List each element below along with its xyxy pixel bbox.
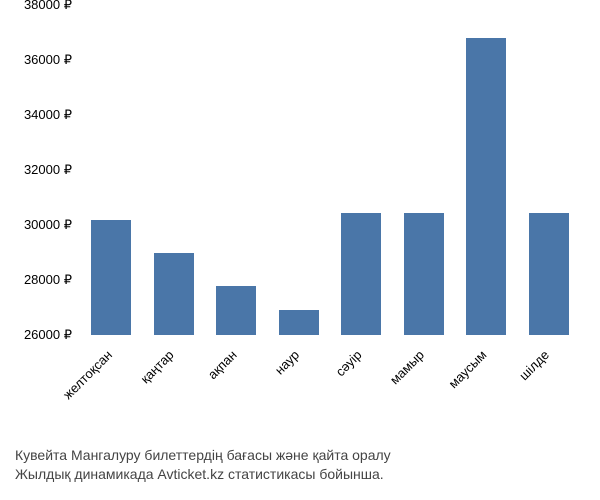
- y-tick-label: 32000 ₽: [24, 162, 72, 178]
- x-tick-label: ақпан: [205, 347, 240, 382]
- x-tick-label: мамыр: [387, 347, 427, 387]
- chart-caption: Кувейта Мангалуру билеттердің бағасы жән…: [15, 446, 585, 485]
- bar: [216, 286, 256, 336]
- y-axis: 26000 ₽28000 ₽30000 ₽32000 ₽34000 ₽36000…: [0, 5, 80, 335]
- bar: [466, 38, 506, 335]
- y-tick-label: 34000 ₽: [24, 107, 72, 123]
- x-tick-label: шілде: [516, 347, 552, 383]
- x-tick-label: желтоқсан: [60, 347, 115, 402]
- caption-line-2: Жылдық динамикада Avticket.kz статистика…: [15, 465, 585, 485]
- bar: [91, 220, 131, 336]
- bar: [529, 213, 569, 335]
- y-tick-label: 36000 ₽: [24, 52, 72, 68]
- y-tick-label: 30000 ₽: [24, 217, 72, 233]
- bar: [279, 310, 319, 335]
- x-tick-label: маусым: [446, 347, 490, 391]
- bar: [154, 253, 194, 336]
- bar: [404, 213, 444, 335]
- x-tick-label: қаңтар: [138, 347, 177, 386]
- y-tick-label: 38000 ₽: [24, 0, 72, 13]
- x-axis: желтоқсанқаңтарақпаннаурсәуірмамырмаусым…: [80, 335, 580, 425]
- bar: [341, 213, 381, 335]
- plot-area: [80, 5, 580, 335]
- caption-line-1: Кувейта Мангалуру билеттердің бағасы жән…: [15, 446, 585, 466]
- y-tick-label: 26000 ₽: [24, 327, 72, 343]
- y-tick-label: 28000 ₽: [24, 272, 72, 288]
- x-tick-label: наур: [272, 347, 302, 377]
- x-tick-label: сәуір: [332, 347, 364, 379]
- bar-chart: 26000 ₽ 28000 ₽ 30000 ₽ 32000 ₽ 34000 ₽ 36000…: [0, 5, 600, 425]
